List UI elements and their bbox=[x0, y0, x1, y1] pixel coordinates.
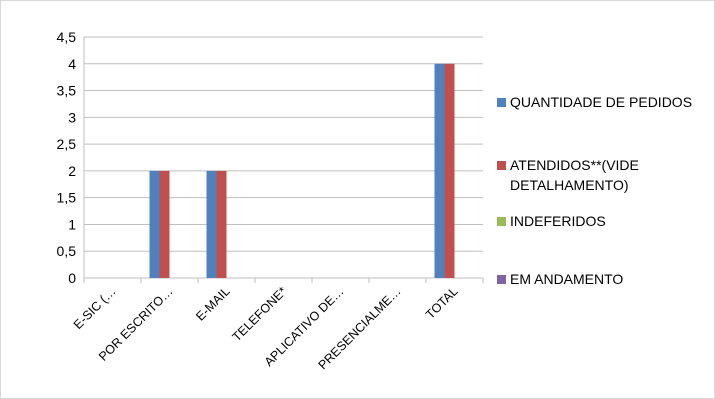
legend-label: DETALHAMENTO) bbox=[510, 177, 629, 193]
legend-swatch bbox=[497, 275, 506, 284]
bar-1-7 bbox=[434, 63, 445, 279]
legend-label: EM ANDAMENTO bbox=[510, 271, 623, 287]
y-tick-label: 4,5 bbox=[57, 29, 77, 45]
bar-1-3 bbox=[206, 170, 217, 278]
y-tick-label: 1 bbox=[68, 216, 76, 232]
legend: QUANTIDADE DE PEDIDOS ATENDIDOS**(VIDE DET… bbox=[497, 94, 692, 287]
legend-label: QUANTIDADE DE PEDIDOS bbox=[510, 94, 692, 110]
legend-item: QUANTIDADE DE PEDIDOS bbox=[497, 94, 692, 110]
legend-item: INDEFERIDOS bbox=[497, 213, 606, 229]
y-tick-label: 2,5 bbox=[57, 136, 77, 152]
y-tick-label: 3 bbox=[68, 109, 76, 125]
legend-swatch bbox=[497, 161, 506, 170]
bar-1-2 bbox=[149, 170, 160, 278]
y-tick-label: 4 bbox=[68, 56, 76, 72]
y-tick-label: 3,5 bbox=[57, 83, 77, 99]
y-tick-label: 0,5 bbox=[57, 243, 77, 259]
bars bbox=[149, 63, 455, 279]
legend-label: INDEFERIDOS bbox=[510, 213, 606, 229]
legend-label: ATENDIDOS**(VIDE bbox=[510, 157, 639, 173]
legend-item: ATENDIDOS**(VIDE DETALHAMENTO) bbox=[497, 157, 639, 193]
legend-swatch bbox=[497, 98, 506, 107]
bar-2-2 bbox=[159, 170, 170, 278]
bar-2-3 bbox=[216, 170, 227, 278]
y-tick-label: 2 bbox=[68, 163, 76, 179]
legend-item: EM ANDAMENTO bbox=[497, 271, 623, 287]
bar-2-7 bbox=[444, 63, 455, 279]
legend-swatch bbox=[497, 217, 506, 226]
y-axis-ticks: 0 0,5 1 1,5 2 2,5 3 3,5 4 4,5 bbox=[57, 29, 77, 286]
y-tick-label: 1,5 bbox=[57, 190, 77, 206]
y-tick-label: 0 bbox=[68, 270, 76, 286]
